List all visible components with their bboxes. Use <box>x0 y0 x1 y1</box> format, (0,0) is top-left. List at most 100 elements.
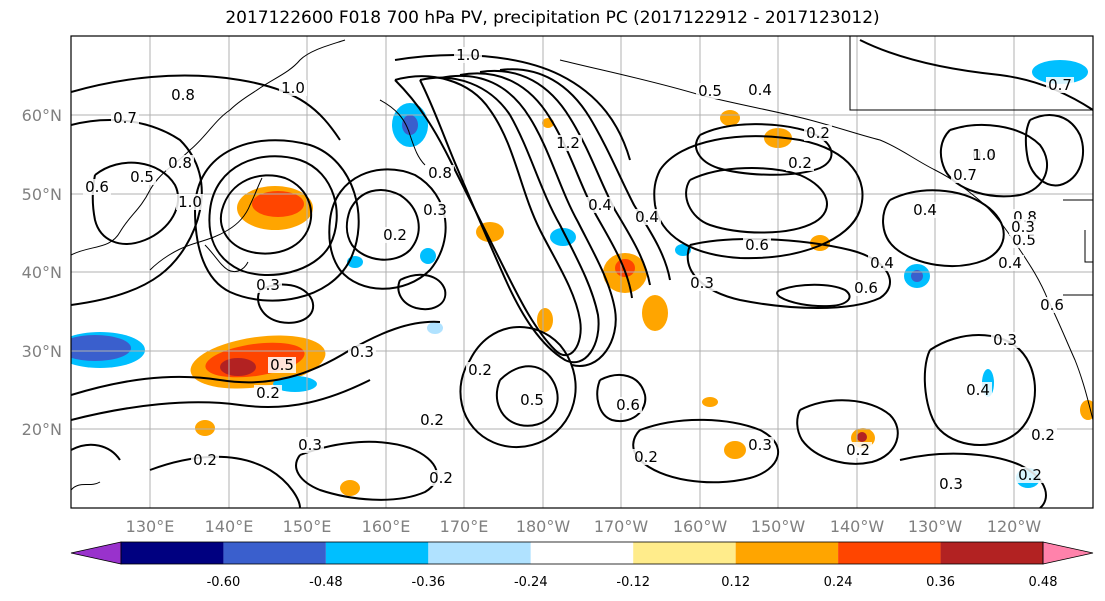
graticule <box>71 36 1093 508</box>
contour-label: 1.0 <box>972 146 996 164</box>
contour-labels: 1.0 0.8 0.7 0.6 0.5 0.8 1.0 0.3 0.2 0.5 0.2 0.3 0.2 0… <box>83 46 1074 493</box>
colorbar-extend-low <box>70 541 122 565</box>
longitude-tick-label: 130°W <box>908 517 963 536</box>
contour-label: 0.3 <box>748 436 772 454</box>
longitude-tick-label: 170°E <box>440 517 489 536</box>
longitude-tick-label: 160°E <box>362 517 411 536</box>
contour-label-bg <box>83 179 111 195</box>
contour-label: 0.4 <box>870 254 894 272</box>
contour-label: 0.2 <box>806 124 830 142</box>
contour-label: 0.2 <box>634 448 658 466</box>
contour-label: 0.7 <box>113 109 137 127</box>
contour-label-bg <box>970 147 998 163</box>
colorbar-segment <box>838 542 941 564</box>
longitude-tick-label: 150°W <box>751 517 806 536</box>
contour-label: 0.2 <box>429 469 453 487</box>
precip-blob <box>273 376 317 392</box>
contour-label: 0.6 <box>1040 296 1064 314</box>
contour-label: 0.2 <box>256 384 280 402</box>
colorbar <box>70 541 1094 565</box>
contour-label-bg <box>1046 77 1074 93</box>
contour-label: 0.6 <box>854 279 878 297</box>
contour-label: 0.4 <box>588 196 612 214</box>
contour-label: 0.2 <box>788 154 812 172</box>
colorbar-labels: -0.60 -0.48 -0.36 -0.24 -0.12 0.12 0.24 0.36 0.4… <box>207 575 1058 590</box>
longitude-labels: 130°E 140°E 150°E 160°E 170°E 180°W 170°W 160°W… <box>126 517 1042 536</box>
contour-label-bg <box>268 357 296 373</box>
contour-label: 0.3 <box>423 201 447 219</box>
precip-blob <box>340 480 360 496</box>
contour-label: 0.6 <box>85 178 109 196</box>
contour-label: 1.0 <box>178 193 202 211</box>
contour-label-bg <box>169 87 197 103</box>
precip-blob <box>1080 400 1093 420</box>
contour-label: 0.6 <box>616 396 640 414</box>
colorbar-tick-label: -0.36 <box>412 575 446 590</box>
contour-label: 0.5 <box>520 391 544 409</box>
contour-label-bg <box>454 47 482 63</box>
latitude-tick-label: 50°N <box>22 185 62 204</box>
colorbar-segment <box>940 542 1043 564</box>
contour-label-bg <box>1038 297 1066 313</box>
colorbar-tick-label: 0.24 <box>824 575 853 590</box>
contour-label-bg <box>1029 427 1057 443</box>
colorbar-tick-label: -0.48 <box>309 575 343 590</box>
contour-label: 0.5 <box>130 168 154 186</box>
contour-label-bg <box>844 442 872 458</box>
latitude-labels: 60°N 50°N 40°N 30°N 20°N <box>22 106 62 439</box>
contour-label-bg <box>111 110 139 126</box>
colorbar-segment <box>633 542 736 564</box>
contour-label: 1.0 <box>456 46 480 64</box>
contour-label: 0.5 <box>270 356 294 374</box>
precip-blob <box>642 295 668 331</box>
precip-blob <box>537 308 553 332</box>
contour-label-bg <box>554 135 582 151</box>
colorbar-extend-high <box>1042 541 1094 565</box>
contour-label-bg <box>633 209 661 225</box>
contour-label: 0.2 <box>468 361 492 379</box>
contour-label: 0.3 <box>939 475 963 493</box>
precip-blob <box>720 110 740 126</box>
contour-label-bg <box>128 169 156 185</box>
contour-label-bg <box>804 125 832 141</box>
longitude-tick-label: 130°E <box>126 517 175 536</box>
latitude-tick-label: 30°N <box>22 342 62 361</box>
contour-label-bg <box>743 237 771 253</box>
contour-label: 0.3 <box>256 276 280 294</box>
contour-label-bg <box>937 476 965 492</box>
precip-blob <box>911 270 923 282</box>
contour-label: 0.4 <box>748 81 772 99</box>
contour-label: 0.2 <box>383 226 407 244</box>
contour-label-bg <box>996 255 1024 271</box>
precip-blob <box>420 248 436 264</box>
contour-label-bg <box>421 202 449 218</box>
contour-label: 1.0 <box>281 79 305 97</box>
contour-label-bg <box>746 82 774 98</box>
contour-label-bg <box>381 227 409 243</box>
contour-label-bg <box>746 437 774 453</box>
colorbar-tick-label: -0.12 <box>616 575 650 590</box>
contour-label: 0.3 <box>690 274 714 292</box>
latitude-tick-label: 20°N <box>22 420 62 439</box>
contour-label-bg <box>586 197 614 213</box>
contour-label-bg <box>852 280 880 296</box>
colorbar-segment <box>428 542 531 564</box>
precip-blob <box>702 397 718 407</box>
longitude-tick-label: 120°W <box>987 517 1042 536</box>
contour-label: 0.5 <box>698 82 722 100</box>
contour-label: 0.7 <box>1048 76 1072 94</box>
contour-label: 0.5 <box>1012 231 1036 249</box>
contour-label-bg <box>1016 467 1044 483</box>
contour-label: 0.8 <box>428 164 452 182</box>
contour-label-bg <box>254 277 282 293</box>
contour-label: 0.3 <box>350 343 374 361</box>
contour-label: 0.2 <box>1031 426 1055 444</box>
contour-label-bg <box>254 385 282 401</box>
precip-blob <box>724 441 746 459</box>
contour-label: 0.6 <box>745 236 769 254</box>
longitude-tick-label: 160°W <box>673 517 728 536</box>
contour-label-bg <box>427 470 455 486</box>
contour-label-bg <box>518 392 546 408</box>
colorbar-tick-label: -0.24 <box>514 575 548 590</box>
contour-label: 0.2 <box>193 451 217 469</box>
